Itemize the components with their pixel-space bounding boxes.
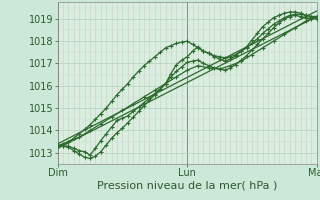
X-axis label: Pression niveau de la mer( hPa ): Pression niveau de la mer( hPa ) [97,181,277,191]
